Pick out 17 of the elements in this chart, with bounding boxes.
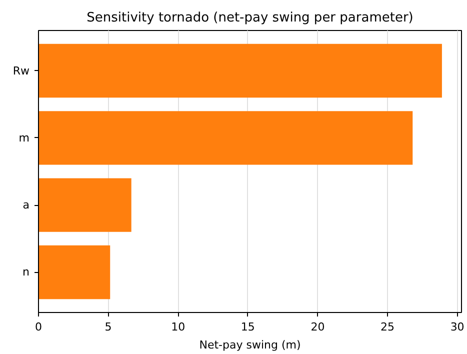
y-tick-label: a [22,198,30,212]
x-tick-label: 5 [104,320,112,334]
x-tick-label: 15 [240,320,255,334]
x-tick-label: 10 [171,320,186,334]
x-tick-label: 30 [450,320,464,334]
y-tick-label: Rw [12,64,30,78]
x-axis-title: Net-pay swing (m) [199,338,301,352]
chart-title: Sensitivity tornado (net-pay swing per parameter) [86,10,414,26]
bar [38,44,442,98]
x-tick-label: 25 [380,320,395,334]
y-tick-label: m [18,131,30,144]
bar [38,178,132,232]
bar [38,245,110,300]
x-tick-label: 0 [35,320,42,334]
bar [38,111,413,165]
y-tick-label: n [22,266,30,279]
x-tick-label: 20 [310,320,325,334]
